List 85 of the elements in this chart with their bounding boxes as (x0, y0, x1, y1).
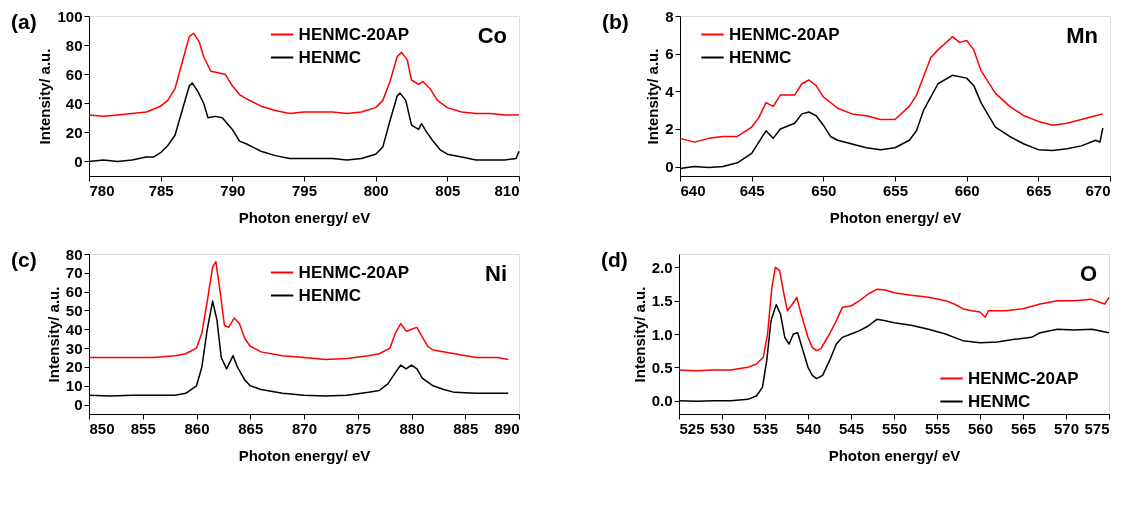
x-tick-label: 560 (967, 419, 994, 437)
legend-label: HENMC (729, 47, 792, 67)
x-tick-label: 800 (363, 181, 389, 199)
y-tick-label: 40 (65, 320, 83, 338)
x-tick-label: 805 (435, 181, 461, 199)
x-tick-label: 785 (148, 181, 174, 199)
text: (b) (602, 10, 629, 33)
x-tick-label: 535 (752, 419, 779, 437)
x-tick-label: 665 (1026, 181, 1052, 199)
y-axis-title: Intensity/ a.u. (644, 48, 662, 145)
y-tick-label: 0 (665, 158, 674, 176)
y-tick-label: 4 (665, 82, 675, 100)
y-tick-label: 30 (65, 339, 83, 357)
x-tick-label: 645 (739, 181, 765, 199)
x-tick-label: 570 (1053, 419, 1080, 437)
x-tick-label: 880 (399, 419, 425, 437)
y-tick-label: 50 (65, 301, 83, 319)
x-axis-title: Photon energy/ eV (829, 208, 962, 226)
y-tick-label: 60 (65, 283, 83, 301)
x-tick-label: 660 (954, 181, 980, 199)
y-axis-title: Intensity/ a.u. (36, 48, 54, 145)
x-tick-label: 890 (494, 419, 520, 437)
y-tick-label: 1.0 (651, 325, 673, 343)
x-tick-label: 540 (795, 419, 822, 437)
x-tick-label: 550 (881, 419, 908, 437)
y-tick-label: 8 (665, 7, 674, 25)
legend-label: HENMC-20AP (298, 262, 410, 282)
x-tick-label: 555 (924, 419, 951, 437)
x-tick-label: 855 (130, 419, 156, 437)
legend-label: HENMC-20AP (968, 368, 1079, 388)
text: (a) (11, 10, 37, 33)
x-tick-label: 795 (291, 181, 318, 199)
x-tick-label: 870 (291, 419, 318, 437)
annotation: Mn (1066, 23, 1098, 48)
x-tick-label: 850 (89, 419, 115, 437)
y-tick-label: 0.0 (651, 392, 673, 410)
x-axis-title: Photon energy/ eV (238, 208, 371, 226)
x-tick-label: 530 (709, 419, 736, 437)
y-tick-label: 100 (57, 7, 83, 25)
y-tick-label: 2.0 (651, 258, 673, 276)
y-axis-title: Intensity/ a.u. (630, 286, 648, 383)
legend-label: HENMC (968, 391, 1031, 411)
text: (c) (11, 248, 37, 271)
y-tick-label: 70 (65, 264, 83, 282)
y-tick-label: 80 (65, 36, 83, 54)
legend-label: HENMC (298, 47, 361, 67)
x-axis-title: Photon energy/ eV (238, 446, 371, 464)
y-tick-label: 60 (65, 65, 83, 83)
text: (d) (601, 248, 628, 271)
x-axis-title: Photon energy/ eV (828, 446, 961, 464)
y-tick-label: 2 (665, 120, 674, 138)
y-tick-label: 0.5 (651, 358, 673, 376)
x-tick-label: 650 (811, 181, 837, 199)
x-tick-label: 875 (345, 419, 371, 437)
y-tick-label: 1.5 (651, 292, 673, 310)
x-tick-label: 655 (882, 181, 909, 199)
x-tick-label: 885 (453, 419, 479, 437)
y-tick-label: 40 (65, 94, 83, 112)
annotation: Co (477, 23, 507, 48)
line-series (678, 266, 1110, 372)
x-tick-label: 670 (1085, 181, 1111, 199)
y-tick-label: 20 (65, 123, 83, 141)
line-series (88, 260, 509, 361)
x-tick-label: 640 (680, 181, 706, 199)
legend-label: HENMC-20AP (298, 24, 410, 44)
legend-label: HENMC-20AP (729, 24, 840, 44)
annotation: Ni (485, 261, 507, 286)
x-tick-label: 545 (838, 419, 865, 437)
y-tick-label: 80 (65, 245, 83, 263)
annotation: O (1079, 261, 1097, 286)
legend-label: HENMC (298, 285, 361, 305)
x-tick-label: 790 (220, 181, 246, 199)
y-tick-label: 0 (74, 396, 83, 414)
y-tick-label: 10 (65, 377, 83, 395)
x-tick-label: 565 (1010, 419, 1037, 437)
x-tick-label: 575 (1084, 419, 1110, 437)
x-tick-label: 865 (238, 419, 264, 437)
x-tick-label: 860 (184, 419, 210, 437)
y-axis-title: Intensity/ a.u. (44, 286, 62, 383)
y-tick-label: 6 (665, 45, 674, 63)
x-tick-label: 525 (679, 419, 705, 437)
x-tick-label: 780 (89, 181, 115, 199)
x-tick-label: 810 (494, 181, 520, 199)
y-tick-label: 0 (74, 152, 83, 170)
y-tick-label: 20 (65, 358, 83, 376)
